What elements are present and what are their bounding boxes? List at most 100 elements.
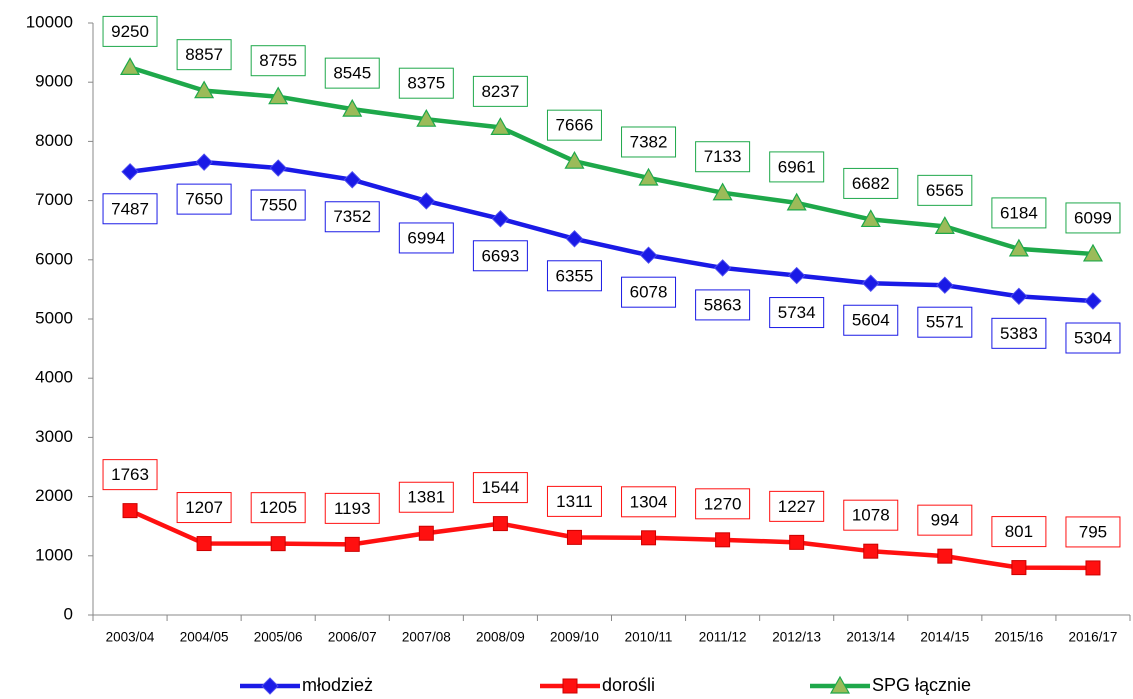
data-label: 8237	[481, 82, 519, 101]
data-label-box	[472, 75, 528, 107]
marker	[639, 246, 658, 264]
data-label-box	[769, 151, 825, 183]
data-label-box	[102, 193, 158, 225]
data-label-box	[324, 57, 380, 89]
data-label-box	[324, 201, 380, 233]
data-label-box	[546, 109, 602, 141]
data-label: 7133	[704, 147, 742, 166]
data-label-box	[324, 492, 380, 524]
data-label: 6565	[926, 181, 964, 200]
x-tick-label: 2012/13	[772, 630, 821, 645]
data-label-box	[917, 504, 973, 536]
data-label-box	[917, 306, 973, 338]
data-label-box	[695, 289, 751, 321]
data-label-box	[102, 459, 158, 491]
marker	[829, 675, 851, 694]
series-line	[129, 65, 1094, 257]
data-label: 5304	[1074, 328, 1112, 347]
data-label-box	[991, 317, 1047, 349]
marker	[261, 677, 279, 695]
data-label: 5571	[926, 313, 964, 332]
y-tick-label: 0	[64, 604, 73, 623]
data-label-box	[917, 174, 973, 206]
legend-label: dorośli	[602, 675, 655, 695]
data-label-box	[398, 481, 454, 513]
marker	[1084, 292, 1102, 310]
x-tick-label: 2009/10	[550, 630, 599, 645]
data-label: 1205	[259, 498, 297, 517]
marker	[1008, 238, 1029, 257]
data-label-box	[102, 15, 158, 47]
marker	[564, 150, 585, 169]
data-label-box	[398, 222, 454, 254]
x-tick-label: 2006/07	[328, 630, 377, 645]
data-label: 5383	[1000, 324, 1038, 343]
data-label: 994	[931, 511, 959, 530]
data-label-box	[695, 488, 751, 520]
marker	[562, 678, 578, 694]
data-label-box	[398, 67, 454, 99]
y-tick-label: 3000	[35, 427, 73, 446]
x-tick-label: 2008/09	[476, 630, 525, 645]
data-label-box	[176, 183, 232, 215]
x-tick-label: 2010/11	[625, 630, 673, 645]
y-tick-label: 5000	[35, 308, 73, 327]
data-label: 1311	[556, 492, 593, 511]
marker	[566, 529, 582, 545]
data-label: 5734	[778, 303, 816, 322]
x-tick-label: 2004/05	[180, 630, 229, 645]
data-label-box	[546, 485, 602, 517]
marker	[936, 276, 954, 294]
marker	[789, 534, 805, 550]
data-label: 1763	[111, 465, 149, 484]
y-tick-label: 4000	[35, 368, 73, 387]
marker	[270, 536, 286, 552]
x-tick-label: 2005/06	[254, 630, 303, 645]
data-label: 6099	[1074, 208, 1112, 227]
marker	[268, 86, 289, 105]
x-tick-label: 2013/14	[846, 630, 895, 645]
data-label: 795	[1079, 522, 1107, 541]
data-label: 1078	[852, 506, 890, 525]
data-label: 8857	[185, 45, 223, 64]
data-label: 1544	[481, 478, 519, 497]
marker	[638, 167, 659, 186]
marker	[641, 530, 657, 546]
data-label-box	[769, 490, 825, 522]
data-label-box	[250, 189, 306, 221]
legend-label: młodzież	[302, 675, 373, 695]
data-label-box	[472, 240, 528, 272]
marker	[715, 532, 731, 548]
data-label-box	[621, 126, 677, 158]
data-label: 7352	[333, 207, 371, 226]
data-label-box	[621, 276, 677, 308]
data-label: 801	[1005, 522, 1033, 541]
x-tick-label: 2003/04	[106, 630, 155, 645]
marker	[194, 80, 215, 99]
marker	[1082, 243, 1103, 262]
data-label-box	[546, 260, 602, 292]
data-label: 8755	[259, 51, 297, 70]
data-label: 1193	[334, 499, 371, 518]
data-label-box	[991, 197, 1047, 229]
data-label: 6994	[407, 228, 445, 247]
data-label: 6961	[778, 157, 816, 176]
data-label-box	[843, 499, 899, 531]
data-label: 1227	[778, 497, 816, 516]
data-label: 6682	[852, 174, 890, 193]
data-label: 9250	[111, 22, 149, 41]
marker	[787, 266, 806, 285]
x-tick-label: 2014/15	[920, 630, 969, 645]
y-tick-label: 8000	[35, 131, 73, 150]
legend-label: SPG łącznie	[872, 675, 971, 695]
marker	[490, 117, 511, 135]
x-tick-label: 2007/08	[402, 630, 451, 645]
marker	[196, 536, 212, 552]
data-label-box	[250, 492, 306, 524]
marker	[342, 98, 363, 117]
x-tick-label: 2015/16	[994, 630, 1043, 645]
data-label-box	[621, 486, 677, 518]
data-label-box	[843, 167, 899, 199]
data-label: 8375	[407, 74, 445, 93]
marker	[195, 153, 213, 171]
